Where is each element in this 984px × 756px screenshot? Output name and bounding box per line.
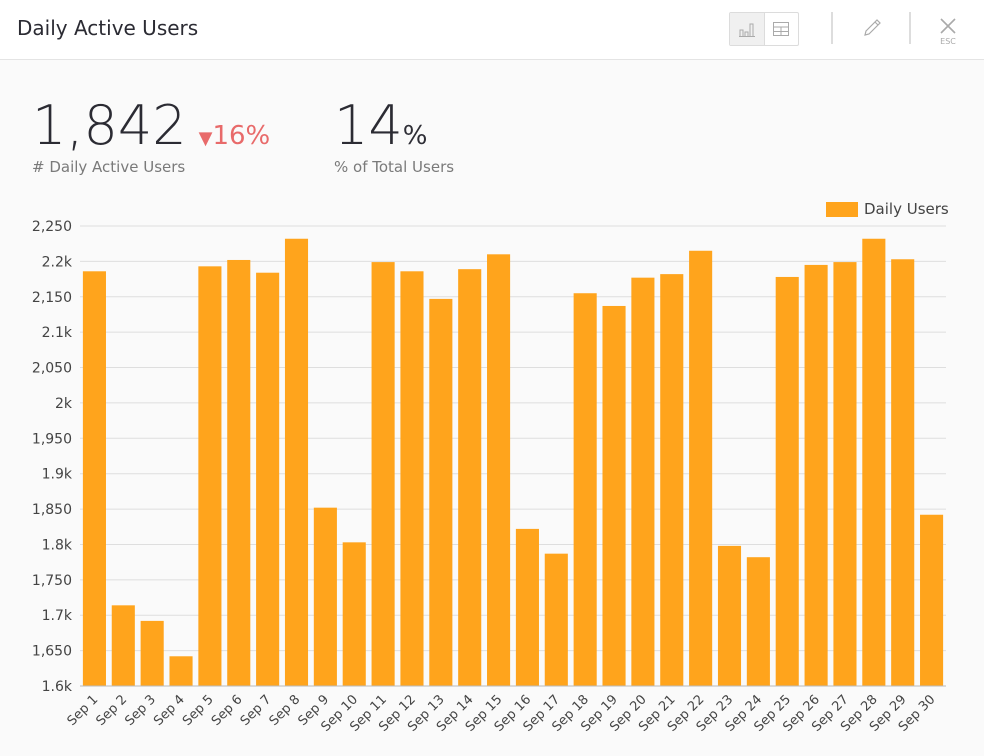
y-tick-label: 1.6k — [42, 679, 73, 695]
x-tick-label: Sep 2 — [93, 692, 130, 729]
bar — [746, 557, 770, 686]
esc-label: ESC — [940, 37, 956, 46]
bar — [198, 266, 222, 686]
bar — [227, 259, 251, 686]
kpi-value: 1,842 — [32, 94, 187, 157]
bar — [660, 274, 684, 686]
y-tick-label: 2.2k — [42, 254, 73, 270]
kpi-value-label: # Daily Active Users — [32, 158, 186, 176]
bar — [891, 259, 915, 686]
kpi-percent-unit: % — [402, 121, 428, 151]
kpi-value-row: 1,842 ▼16% — [32, 98, 270, 154]
bar — [284, 238, 309, 686]
x-tick-label: Sep 1 — [65, 692, 102, 729]
divider — [831, 12, 833, 44]
pencil-icon — [864, 19, 881, 36]
legend-label: Daily Users — [864, 200, 949, 218]
bar — [689, 250, 713, 686]
bar — [631, 277, 655, 686]
kpi-delta: ▼16% — [199, 121, 271, 154]
bar-chart-icon — [738, 23, 755, 37]
bar — [313, 507, 337, 686]
y-tick-label: 1.9k — [42, 467, 73, 483]
y-tick-label: 1,650 — [32, 644, 72, 660]
divider — [909, 12, 911, 44]
bar — [429, 298, 453, 686]
y-tick-label: 1,850 — [32, 502, 72, 518]
y-tick-label: 2k — [55, 396, 73, 412]
page-title: Daily Active Users — [17, 16, 199, 40]
bar — [544, 553, 568, 686]
bar — [169, 656, 193, 686]
bar — [256, 272, 280, 686]
bar — [833, 262, 857, 686]
kpi-delta-value: 16% — [212, 121, 271, 151]
bar — [458, 269, 482, 686]
bar — [342, 542, 366, 686]
close-button[interactable]: ESC — [938, 16, 958, 46]
header: Daily Active Users ESC — [0, 0, 984, 60]
kpi-percent-value: 14 — [334, 94, 403, 157]
x-tick-label: Sep 8 — [267, 692, 304, 729]
kpi-percent-label: % of Total Users — [334, 158, 455, 176]
x-tick-label: Sep 7 — [238, 692, 275, 729]
bar — [82, 271, 106, 686]
chart-view-button[interactable] — [730, 13, 765, 45]
view-toggle — [729, 12, 799, 46]
y-tick-label: 1,950 — [32, 431, 72, 447]
y-tick-label: 1.8k — [42, 537, 73, 553]
x-tick-label: Sep 4 — [151, 692, 188, 729]
bar — [775, 276, 799, 686]
table-icon — [773, 22, 790, 36]
table-view-button[interactable] — [765, 13, 799, 45]
bar — [862, 238, 886, 686]
bar — [515, 528, 539, 686]
bar — [111, 605, 135, 686]
bar — [602, 305, 626, 686]
bar — [573, 293, 597, 686]
bar — [371, 262, 395, 686]
triangle-down-icon: ▼ — [198, 128, 213, 149]
bar — [920, 514, 944, 686]
y-tick-label: 2.1k — [42, 325, 73, 341]
bar — [400, 271, 424, 686]
y-tick-label: 2,250 — [32, 219, 72, 235]
edit-button[interactable] — [861, 16, 883, 38]
bar — [717, 545, 742, 686]
y-tick-label: 1.7k — [42, 608, 73, 624]
x-tick-label: Sep 6 — [209, 692, 246, 729]
bar — [804, 264, 828, 686]
legend-swatch — [826, 201, 858, 217]
kpi-percent: 14% — [334, 98, 427, 154]
y-tick-label: 2,050 — [32, 361, 72, 377]
x-tick-label: Sep 5 — [180, 692, 217, 729]
bar — [140, 620, 164, 686]
bar — [487, 254, 511, 687]
y-tick-label: 2,150 — [32, 290, 72, 306]
close-icon — [940, 18, 956, 34]
legend[interactable]: Daily Users — [826, 200, 949, 218]
x-tick-label: Sep 3 — [122, 692, 159, 729]
y-tick-label: 1,750 — [32, 573, 72, 589]
